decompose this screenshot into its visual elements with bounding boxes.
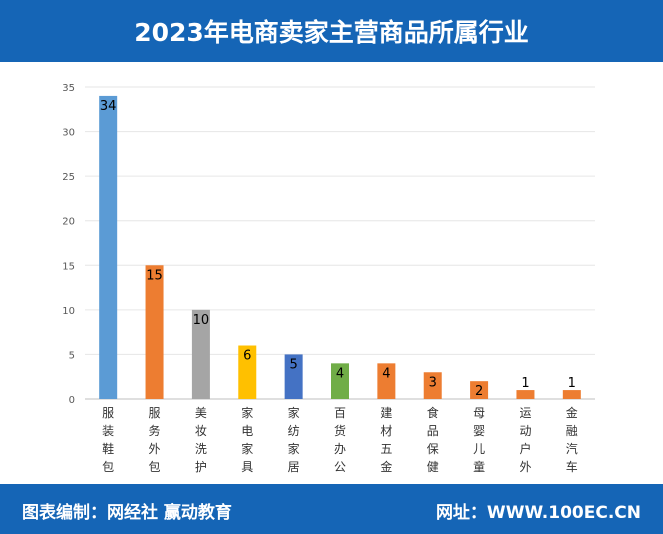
x-tick-label: 办	[334, 441, 346, 456]
x-tick-label: 外	[519, 460, 531, 474]
x-tick-label: 品	[427, 424, 439, 438]
y-tick-label: 0	[69, 395, 75, 406]
data-label: 1	[568, 376, 576, 391]
x-tick-label: 装	[102, 424, 114, 438]
bar	[99, 95, 118, 399]
x-tick-label: 护	[195, 460, 207, 474]
x-tick-label: 家	[288, 441, 300, 456]
x-tick-label: 妆	[195, 424, 207, 438]
x-tick-label: 保	[427, 442, 439, 456]
x-tick-label: 服	[149, 406, 161, 420]
x-tick-label: 公	[334, 460, 346, 474]
data-label: 2	[475, 384, 483, 399]
y-tick-label: 15	[62, 261, 75, 272]
x-tick-label: 具	[241, 460, 253, 474]
chart-title: 2023年电商卖家主营商品所属行业	[134, 18, 529, 47]
x-tick-label: 居	[288, 460, 300, 474]
x-tick-label: 纺	[288, 424, 300, 438]
x-tick-label: 食	[427, 405, 439, 420]
x-tick-label: 母	[473, 406, 485, 420]
x-tick-label: 货	[334, 423, 346, 438]
x-tick-label: 鞋	[102, 441, 114, 456]
y-tick-label: 35	[62, 83, 75, 94]
bar	[470, 381, 489, 399]
bar	[191, 309, 210, 399]
x-tick-label: 电	[241, 424, 253, 438]
x-tick-label: 儿	[473, 442, 485, 456]
x-tick-label: 童	[473, 459, 485, 474]
data-label: 4	[382, 366, 390, 381]
footer-url: 网址：WWW.100EC.CN	[435, 503, 641, 523]
data-label: 3	[429, 375, 437, 390]
x-tick-label: 五	[380, 442, 392, 456]
x-tick-label: 务	[149, 423, 161, 438]
data-label: 4	[336, 366, 344, 381]
x-tick-label: 户	[519, 441, 531, 456]
bar	[238, 345, 257, 399]
x-tick-label: 美	[195, 406, 207, 420]
data-label: 5	[289, 357, 297, 372]
x-tick-label: 包	[149, 460, 161, 474]
x-tick-label: 包	[102, 460, 114, 474]
y-tick-label: 25	[62, 172, 75, 183]
x-tick-label: 动	[519, 424, 531, 438]
bar	[423, 372, 442, 399]
x-tick-label: 融	[566, 424, 578, 438]
x-tick-label: 材	[380, 424, 392, 438]
x-tick-label: 外	[149, 442, 161, 456]
x-tick-label: 建	[380, 406, 392, 420]
footer-credit: 图表编制：网经社 赢动教育	[22, 503, 232, 523]
bar	[331, 363, 349, 399]
x-tick-label: 健	[427, 460, 439, 474]
y-tick-label: 5	[69, 350, 75, 361]
data-label: 34	[100, 99, 117, 114]
x-tick-label: 洗	[195, 442, 207, 456]
x-tick-label: 运	[519, 406, 531, 420]
bar	[145, 265, 164, 399]
x-tick-label: 汽	[566, 441, 578, 456]
x-tick-label: 家	[241, 441, 253, 456]
y-tick-label: 30	[62, 128, 75, 139]
footer-bar: 图表编制：网经社 赢动教育 网址：WWW.100EC.CN	[0, 484, 663, 534]
bar	[377, 363, 396, 399]
data-label: 10	[193, 313, 210, 328]
x-tick-label: 婴	[473, 424, 485, 438]
chart-title-bar: 2023年电商卖家主营商品所属行业	[0, 0, 663, 62]
x-tick-label: 家	[241, 405, 253, 420]
bar-chart: 0510152025303534服装鞋包15服务外包10美妆洗护6家电家具5家纺…	[62, 83, 595, 474]
bar	[284, 354, 303, 399]
y-tick-label: 20	[62, 217, 75, 228]
y-tick-label: 10	[62, 306, 75, 317]
x-tick-label: 车	[566, 459, 578, 474]
data-label: 6	[243, 349, 251, 364]
data-label: 1	[521, 376, 529, 391]
x-tick-label: 金	[566, 405, 578, 420]
x-tick-label: 金	[380, 459, 392, 474]
x-tick-label: 家	[288, 405, 300, 420]
x-tick-label: 服	[102, 406, 114, 420]
data-label: 15	[146, 268, 163, 283]
bar	[516, 390, 535, 399]
bar	[562, 390, 581, 399]
x-tick-label: 百	[334, 406, 346, 420]
